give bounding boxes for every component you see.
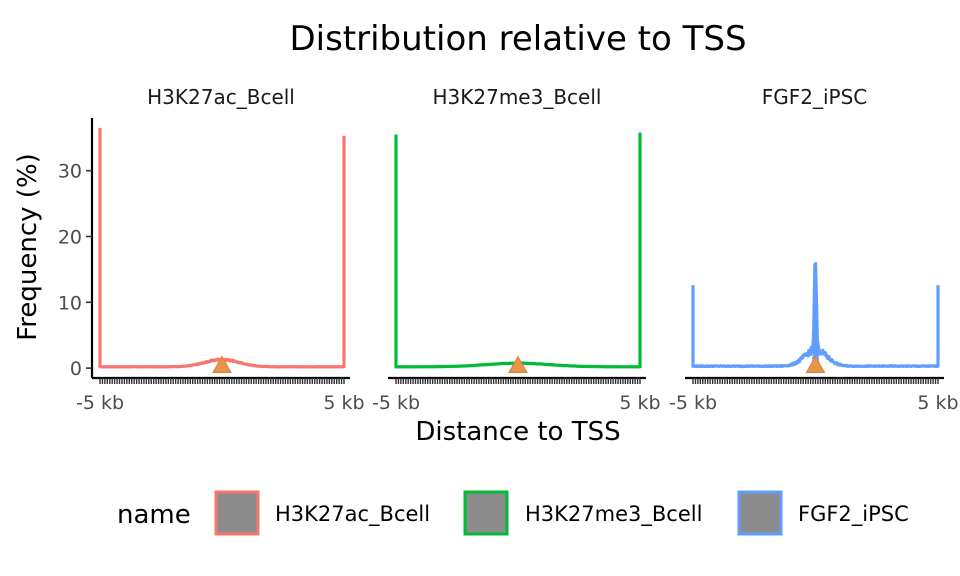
legend-label: FGF2_iPSC — [798, 502, 909, 527]
legend-label: H3K27ac_Bcell — [275, 502, 430, 527]
legend-key — [214, 490, 260, 536]
x-tick-label: 5 kb — [917, 392, 958, 414]
tss-marker-triangle — [212, 355, 232, 373]
panel-strip-label: H3K27me3_Bcell — [433, 85, 602, 109]
facet-panels: H3K27ac_Bcell -5 kb 5 kb 0 10 20 30 H3K27me3_Bc… — [58, 85, 959, 414]
x-tick-label: -5 kb — [669, 392, 717, 414]
x-axis-title: Distance to TSS — [415, 417, 620, 447]
legend-label: H3K27me3_Bcell — [525, 502, 702, 527]
y-tick-label: 30 — [58, 161, 82, 183]
series-line — [691, 262, 940, 369]
panel-strip-label: H3K27ac_Bcell — [147, 85, 295, 109]
legend-title: name — [117, 500, 191, 530]
x-axis-bin-ticks — [692, 378, 939, 384]
y-axis-title: Frequency (%) — [13, 153, 43, 341]
legend-key — [463, 490, 509, 536]
x-axis-bin-ticks — [99, 378, 345, 384]
y-tick-label: 20 — [58, 226, 82, 248]
series-line — [394, 132, 642, 369]
panel-strip-label: FGF2_iPSC — [762, 85, 868, 109]
series-line — [98, 127, 346, 369]
y-tick-label: 0 — [70, 358, 82, 380]
panel-3: FGF2_iPSC -5 kb 5 kb — [669, 85, 959, 414]
x-tick-label: 5 kb — [323, 392, 364, 414]
y-tick-label: 10 — [58, 292, 82, 314]
x-tick-label: -5 kb — [372, 392, 420, 414]
chart-title: Distribution relative to TSS — [289, 19, 746, 59]
x-tick-label: 5 kb — [619, 392, 660, 414]
panel-2: H3K27me3_Bcell -5 kb 5 kb — [372, 85, 661, 414]
x-tick-label: -5 kb — [76, 392, 124, 414]
panel-1: H3K27ac_Bcell -5 kb 5 kb 0 10 20 30 — [58, 85, 365, 414]
legend-key — [737, 490, 783, 536]
tss-marker-triangle — [805, 355, 826, 373]
x-axis-bin-ticks — [395, 378, 641, 384]
legend: name H3K27ac_Bcell H3K27me3_Bcell FGF2_iPS… — [117, 490, 909, 536]
tss-marker-triangle — [508, 355, 528, 373]
